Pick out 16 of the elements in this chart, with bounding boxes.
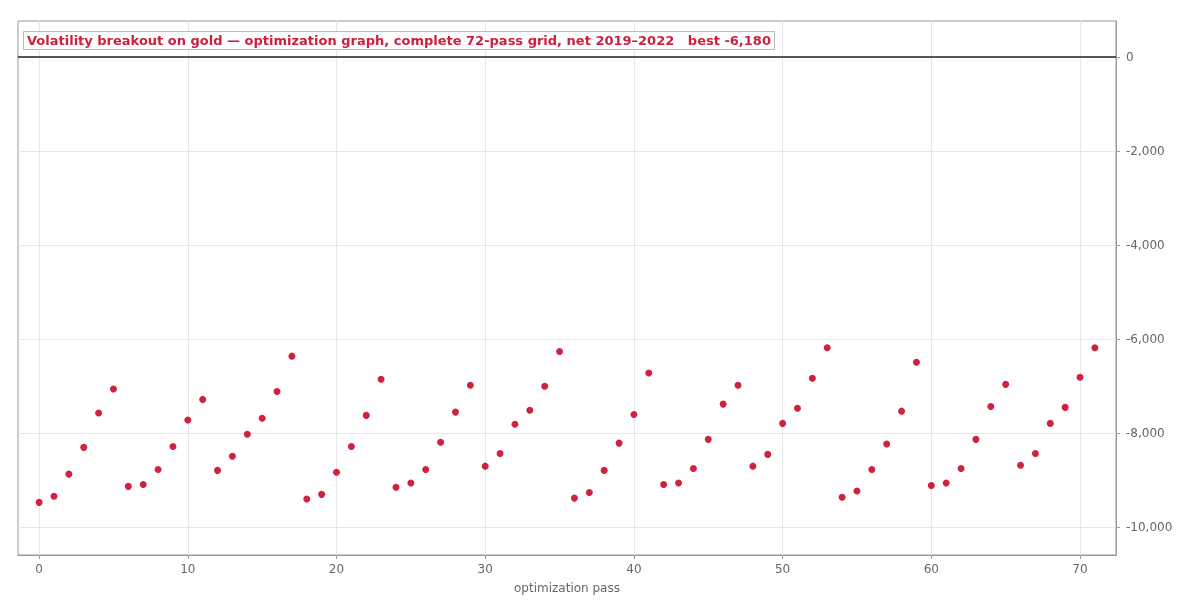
x-tick-label: 20 (328, 562, 345, 576)
x-tick-label: 60 (923, 562, 939, 576)
x-tick-label: 0 (35, 562, 43, 576)
y-tick-label: -4,000 (1126, 238, 1165, 253)
y-tick-label: 0 (1126, 50, 1134, 65)
x-tick-label: 40 (626, 562, 642, 576)
y-tick-label: -8,000 (1126, 426, 1165, 441)
y-tick-label: -10,000 (1126, 520, 1173, 535)
x-tick-label: 50 (774, 562, 791, 576)
y-tick-label: -2,000 (1126, 144, 1165, 159)
x-axis-title: optimization pass (514, 581, 620, 595)
x-tick-label: 30 (477, 562, 493, 576)
x-tick-label: 70 (1072, 562, 1088, 576)
y-tick-label: -6,000 (1126, 332, 1165, 347)
text: Volatility breakout on gold — optimization graph, complete 72-pass grid, net 2019–2022 best -6,180 (27, 33, 771, 48)
x-tick-label: 10 (180, 562, 196, 576)
